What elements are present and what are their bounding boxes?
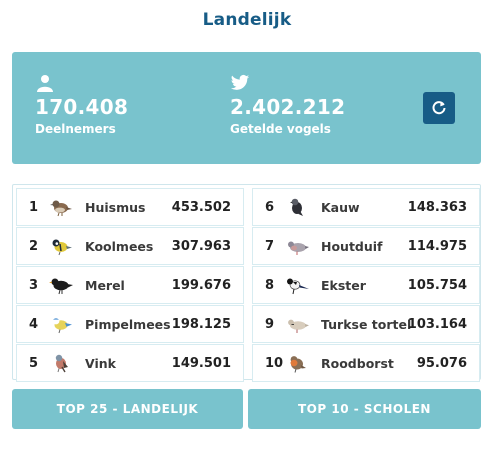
ranking-row[interactable]: 7 Houtduif 114.975 xyxy=(252,227,480,265)
rank-number: 7 xyxy=(265,238,275,254)
bird-name: Vink xyxy=(85,355,116,371)
rank-number: 6 xyxy=(265,199,275,215)
robin-icon xyxy=(290,356,306,373)
great-tit-icon xyxy=(52,239,72,256)
rank-number: 5 xyxy=(29,355,39,371)
ranking-row[interactable]: 1 Huismus 453.502 xyxy=(16,188,244,226)
chaffinch-icon xyxy=(55,354,68,373)
rank-number: 3 xyxy=(29,277,39,293)
wood-pigeon-icon xyxy=(288,241,309,255)
ranking-row[interactable]: 2 Koolmees 307.963 xyxy=(16,227,244,265)
rank-number: 2 xyxy=(29,238,39,254)
bird-name: Huismus xyxy=(85,199,146,215)
bird-count: 307.963 xyxy=(171,238,231,254)
ranking-column-right: 6 Kauw 148.363 7 Houtduif 114.975 8 xyxy=(252,188,480,383)
counted-birds-label: Getelde vogels xyxy=(230,122,331,136)
ranking-board: 1 Huismus 453.502 2 K xyxy=(12,184,481,383)
participants-label: Deelnemers xyxy=(35,122,116,136)
ranking-row[interactable]: 6 Kauw 148.363 xyxy=(252,188,480,226)
blackbird-icon xyxy=(49,278,73,295)
bird-count: 103.164 xyxy=(407,316,467,332)
top25-national-button[interactable]: TOP 25 - LANDELIJK xyxy=(12,389,243,429)
bird-count: 198.125 xyxy=(171,316,231,332)
participants-stat: 170.408 Deelnemers xyxy=(35,74,128,136)
twitter-bird-icon xyxy=(230,74,250,90)
bird-count: 105.754 xyxy=(407,277,467,293)
bird-count: 199.676 xyxy=(171,277,231,293)
collared-dove-icon xyxy=(288,319,309,333)
page-title: Landelijk xyxy=(202,10,292,30)
bird-name: Turkse tortel xyxy=(321,316,412,332)
refresh-icon xyxy=(432,101,446,115)
jackdaw-icon xyxy=(290,198,303,216)
ranking-column-left: 1 Huismus 453.502 2 K xyxy=(16,188,244,383)
rank-number: 4 xyxy=(29,316,39,332)
stats-panel: 170.408 Deelnemers 2.402.212 Getelde vog… xyxy=(12,52,481,164)
bird-name: Houtduif xyxy=(321,238,383,254)
bird-count: 148.363 xyxy=(407,199,467,215)
bird-count: 95.076 xyxy=(416,355,467,371)
rank-number: 8 xyxy=(265,277,275,293)
person-icon xyxy=(37,75,53,92)
ranking-row[interactable]: 4 Pimpelmees 198.125 xyxy=(16,305,244,343)
rank-number: 9 xyxy=(265,316,275,332)
bird-count: 453.502 xyxy=(171,199,231,215)
bird-name: Koolmees xyxy=(85,238,154,254)
ranking-row[interactable]: 5 Vink 149.501 xyxy=(16,344,244,382)
blue-tit-icon xyxy=(52,317,72,334)
sparrow-icon xyxy=(50,200,72,217)
bird-name: Roodborst xyxy=(321,355,394,371)
bird-count: 149.501 xyxy=(171,355,231,371)
bird-name: Kauw xyxy=(321,199,360,215)
rank-number: 1 xyxy=(29,199,39,215)
bird-count: 114.975 xyxy=(407,238,467,254)
magpie-icon xyxy=(287,278,309,295)
bird-name: Pimpelmees xyxy=(85,316,171,332)
refresh-button[interactable] xyxy=(423,92,455,124)
counted-birds-count: 2.402.212 xyxy=(230,95,346,119)
top10-schools-button[interactable]: TOP 10 - SCHOLEN xyxy=(248,389,481,429)
ranking-row[interactable]: 3 Merel 199.676 xyxy=(16,266,244,304)
bird-name: Merel xyxy=(85,277,125,293)
ranking-row[interactable]: 10 Roodborst 95.076 xyxy=(252,344,480,382)
rank-number: 10 xyxy=(265,355,284,371)
participants-count: 170.408 xyxy=(35,95,129,119)
bird-name: Ekster xyxy=(321,277,366,293)
counted-birds-stat: 2.402.212 Getelde vogels xyxy=(230,74,345,136)
ranking-row[interactable]: 9 Turkse tortel 103.164 xyxy=(252,305,480,343)
ranking-row[interactable]: 8 Ekster 105.754 xyxy=(252,266,480,304)
